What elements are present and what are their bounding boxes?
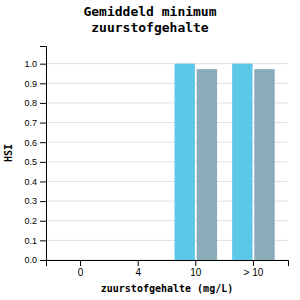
y-tick-mark	[40, 181, 46, 182]
y-tick: 0.4	[24, 177, 46, 187]
y-tick-label: 0.3	[24, 196, 37, 206]
x-tick: > 10	[244, 260, 264, 278]
y-tick: 0.5	[24, 157, 46, 167]
y-tick: 0.0	[24, 255, 46, 265]
y-tick-mark	[40, 83, 46, 84]
bars	[175, 64, 275, 260]
y-tick-label: 0.4	[24, 177, 37, 187]
x-tick-label: 0	[78, 267, 84, 278]
y-tick-label: 0.6	[24, 138, 37, 148]
y-axis-line	[40, 47, 47, 261]
y-tick-mark	[40, 201, 46, 202]
plot: 0 4 10 > 10 0.0 0.1 0.2 0.3 0.4 0.5 0.6 0.7 0.8 0.9 1.…	[24, 47, 288, 279]
y-tick-mark	[40, 240, 46, 241]
y-tick-mark	[40, 142, 46, 143]
x-axis-title: zuurstofgehalte (mg/L)	[101, 283, 233, 294]
y-tick: 0.8	[24, 98, 46, 108]
y-tick-label: 0.2	[24, 216, 37, 226]
y-tick-mark	[40, 221, 46, 222]
x-tick-label: 4	[135, 267, 141, 278]
chart: 0 4 10 > 10 0.0 0.1 0.2 0.3 0.4 0.5 0.6 0.7 0.8 0.9 1.…	[0, 0, 300, 300]
x-tick: 10	[190, 260, 202, 278]
y-tick-label: 0.0	[24, 255, 37, 265]
bar	[197, 69, 217, 260]
y-tick-label: 1.0	[24, 59, 37, 69]
y-tick: 0.2	[24, 216, 46, 226]
y-tick-label: 0.1	[24, 236, 37, 246]
x-tick: 0	[78, 260, 84, 278]
y-tick: 0.1	[24, 236, 46, 246]
x-tick-label: 10	[190, 267, 202, 278]
y-tick-mark	[40, 260, 46, 261]
y-tick: 0.7	[24, 118, 46, 128]
y-tick: 1.0	[24, 59, 46, 69]
title: Gemiddeld minimumzuurstofgehalte	[83, 4, 216, 35]
y-axis: 0.0 0.1 0.2 0.3 0.4 0.5 0.6 0.7 0.8 0.9 1.0	[24, 47, 46, 266]
y-tick: 0.6	[24, 138, 46, 148]
y-tick-label: 0.7	[24, 118, 37, 128]
x-axis-line	[47, 261, 289, 267]
x-tick-mark	[195, 260, 196, 266]
y-tick-label: 0.5	[24, 157, 37, 167]
x-tick-mark	[138, 260, 139, 266]
y-tick-label: 0.8	[24, 98, 37, 108]
x-axis: 0 4 10 > 10	[47, 260, 289, 278]
bar	[175, 64, 195, 260]
y-tick: 0.3	[24, 196, 46, 206]
bar	[232, 64, 252, 260]
x-tick-mark	[80, 260, 81, 266]
y-axis-title: HSI	[3, 144, 14, 162]
bar	[254, 69, 274, 260]
y-tick-mark	[40, 162, 46, 163]
y-tick-mark	[40, 103, 46, 104]
y-tick: 0.9	[24, 79, 46, 89]
grid	[46, 64, 288, 260]
y-tick-mark	[40, 123, 46, 124]
y-tick-mark	[40, 64, 46, 65]
y-tick-label: 0.9	[24, 79, 37, 89]
x-tick-label: > 10	[244, 267, 264, 278]
x-tick: 4	[135, 260, 141, 278]
x-tick-mark	[253, 260, 254, 266]
